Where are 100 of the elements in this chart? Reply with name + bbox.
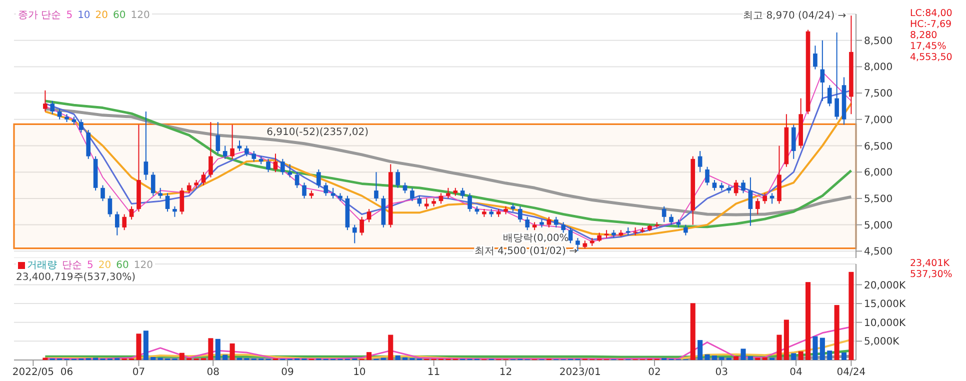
bar xyxy=(848,272,854,360)
bar xyxy=(776,334,782,360)
candlestick xyxy=(316,168,321,188)
y-tick-label: 5,000 xyxy=(864,220,893,232)
band-label: 6,910(-52)(2357,02) xyxy=(266,127,369,138)
candlestick xyxy=(834,32,839,120)
candlestick xyxy=(366,208,372,223)
candlestick xyxy=(294,172,300,188)
legend-label: 거래량 xyxy=(27,259,57,272)
candlestick xyxy=(546,216,552,228)
candlestick xyxy=(266,158,270,173)
text: 20 xyxy=(98,260,112,270)
x-tick-label: 12 xyxy=(499,367,512,378)
x-tick-label: 11 xyxy=(427,367,440,378)
candlestick xyxy=(273,153,278,173)
bar xyxy=(827,350,832,360)
candlestick xyxy=(144,110,148,181)
x-tick-label: 10 xyxy=(353,367,366,378)
candlestick xyxy=(86,129,91,160)
candlestick xyxy=(172,206,177,218)
bar xyxy=(740,348,746,360)
candlestick xyxy=(201,172,206,186)
candlestick xyxy=(698,150,702,173)
candlestick xyxy=(755,198,760,215)
legend-title: 종가 단순 xyxy=(18,9,62,22)
text: 5 xyxy=(66,10,73,20)
candlestick xyxy=(554,216,558,228)
text: 17,45% xyxy=(910,41,948,52)
candlestick xyxy=(410,187,414,202)
y-tick-label: 6,500 xyxy=(864,141,893,152)
bar xyxy=(806,282,811,360)
bar xyxy=(230,343,235,360)
candlestick xyxy=(288,164,292,178)
candlestick xyxy=(216,122,220,154)
candlestick xyxy=(43,90,48,112)
bar xyxy=(791,353,796,360)
bar xyxy=(690,303,696,360)
bar xyxy=(719,356,724,360)
bar xyxy=(402,357,408,360)
candlestick xyxy=(561,222,566,234)
bar xyxy=(150,356,156,360)
text: 8,280 xyxy=(910,30,938,41)
y-tick-label: 7,500 xyxy=(864,88,893,100)
x-tick-label: 2023/01 xyxy=(559,367,601,378)
candlestick xyxy=(150,172,156,196)
legend-title: 단순 xyxy=(62,259,82,272)
candlestick xyxy=(684,224,688,236)
y-tick-label: 5,000K xyxy=(864,336,900,348)
y-tick-label: 20,000K xyxy=(864,280,906,292)
bar xyxy=(820,338,825,360)
bar xyxy=(798,351,804,360)
bar xyxy=(208,338,214,360)
candlestick xyxy=(576,237,580,252)
bar xyxy=(704,354,710,360)
annotation: 최고 8,970 (04/24) → xyxy=(743,10,846,22)
candlestick xyxy=(705,166,710,186)
candlestick xyxy=(820,40,825,102)
x-tick-label: 06 xyxy=(60,367,74,378)
text: 23,401K xyxy=(910,258,950,269)
y-tick-label: 8,000 xyxy=(864,62,893,74)
text: 60 xyxy=(113,10,126,20)
candlestick xyxy=(57,108,62,120)
candlestick xyxy=(813,45,818,70)
bar xyxy=(762,357,768,360)
text: 5 xyxy=(87,260,94,270)
y-tick-label: 7,000 xyxy=(864,114,893,126)
y-tick-label: 4,500 xyxy=(864,246,893,258)
candlestick xyxy=(114,211,120,236)
x-tick-label: 07 xyxy=(132,367,146,378)
candlestick xyxy=(827,84,832,107)
text: 120 xyxy=(134,260,153,270)
text: 120 xyxy=(130,10,150,20)
text: LC:84,00 xyxy=(910,8,954,19)
text: 10 xyxy=(78,10,90,20)
bar xyxy=(841,352,847,360)
candlestick xyxy=(108,195,112,218)
y-tick-label: 15,000K xyxy=(864,299,906,310)
bar xyxy=(698,340,703,360)
bar xyxy=(734,356,739,360)
candlestick xyxy=(360,216,364,236)
bar xyxy=(748,356,753,360)
candlestick xyxy=(302,182,306,199)
x-tick-label: 04 xyxy=(790,367,802,378)
x-tick-label: 08 xyxy=(206,367,220,378)
candlestick xyxy=(662,206,666,223)
candlestick xyxy=(79,118,84,134)
candlestick xyxy=(712,180,717,192)
bar xyxy=(812,336,818,360)
candlestick xyxy=(230,124,234,160)
candlestick xyxy=(352,224,357,244)
candlestick xyxy=(741,180,746,194)
candlestick xyxy=(330,187,336,199)
text: 537,30% xyxy=(910,269,954,280)
text: 60 xyxy=(116,260,129,270)
candlestick xyxy=(165,192,170,212)
candlestick xyxy=(252,150,256,162)
candlestick xyxy=(122,214,127,231)
y-tick-label: 5,500 xyxy=(864,194,893,205)
candlestick xyxy=(280,158,285,176)
candlestick xyxy=(222,145,228,160)
